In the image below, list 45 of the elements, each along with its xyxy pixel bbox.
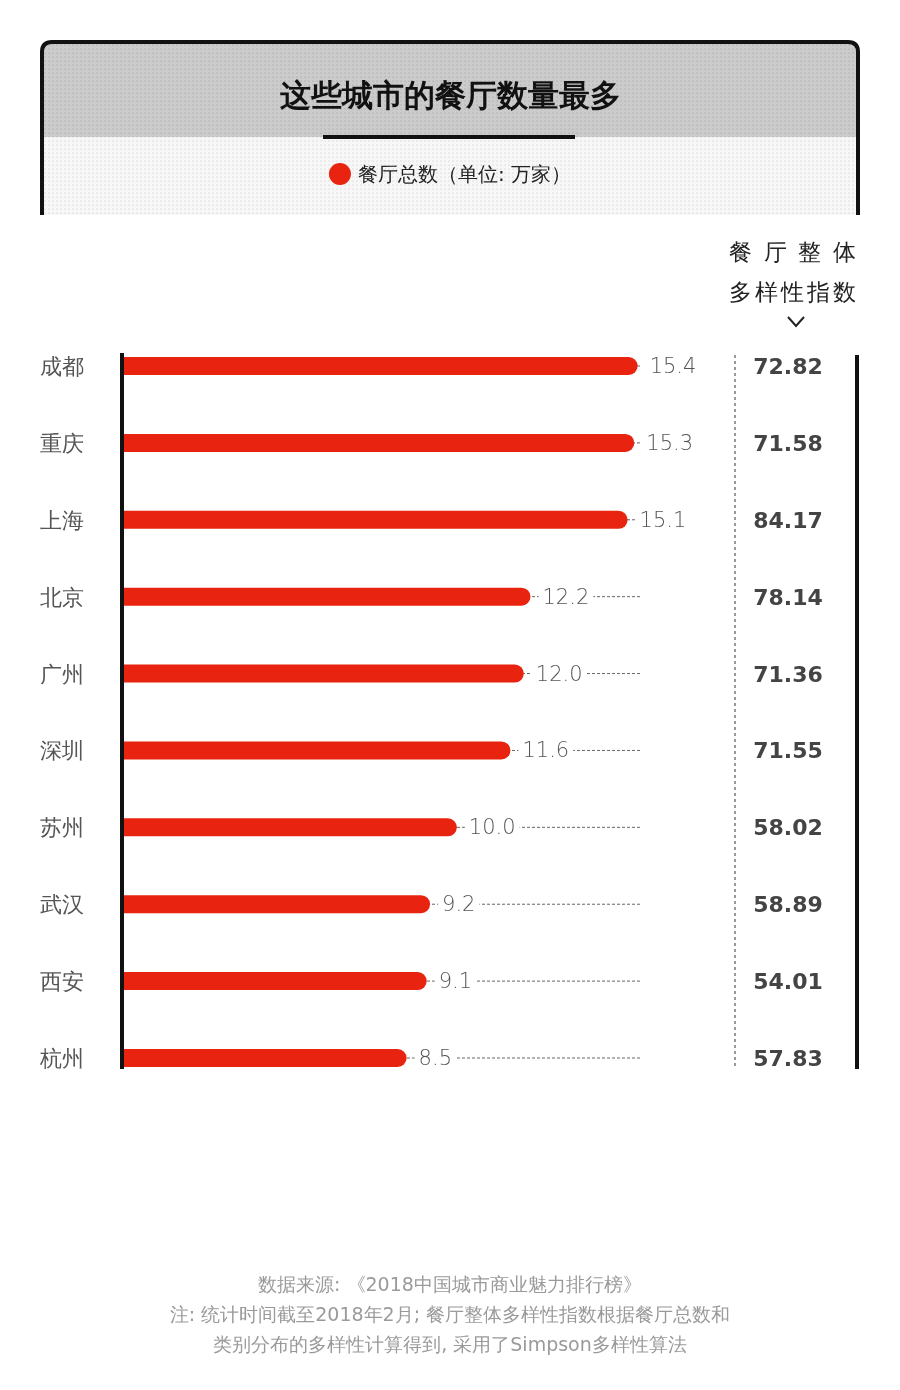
data-label: 12.2 [542, 584, 590, 609]
data-label: 10.0 [468, 815, 516, 840]
text: 57.83 [753, 1046, 823, 1071]
bar [122, 357, 638, 375]
bar [122, 895, 431, 914]
y-tick-label: 苏州 [40, 815, 84, 841]
data-label: 15.4 [649, 354, 697, 378]
chart-title: 这些城市的餐厅数量最多 [279, 77, 621, 113]
data-label: 11.6 [522, 738, 570, 763]
y-tick-label: 广州 [40, 661, 84, 687]
bar [122, 818, 457, 837]
data-label: 15.3 [646, 430, 694, 455]
y-tick-label: 西安 [40, 969, 84, 995]
y-tick-label: 杭州 [39, 1046, 84, 1071]
bar [122, 510, 628, 529]
bar [122, 741, 511, 760]
text: 71.36 [753, 661, 823, 687]
text: 58.02 [753, 815, 823, 841]
legend-label: 餐厅总数（单位: 万家） [357, 162, 572, 186]
y-tick-label: 武汉 [40, 892, 84, 918]
y-tick-label: 深圳 [40, 738, 84, 764]
bar [122, 433, 635, 452]
data-label: 9.1 [438, 969, 473, 994]
text: 71.58 [753, 430, 823, 456]
text: 餐厅整体多样性指数 [729, 239, 856, 305]
text: 71.55 [753, 738, 823, 764]
bar [122, 664, 524, 683]
source-note: 数据来源: 《2018中国城市商业魅力排行榜》 [258, 1273, 642, 1295]
data-label: 8.5 [418, 1046, 453, 1070]
data-label: 9.2 [442, 892, 476, 917]
bar [122, 972, 427, 991]
text: 72.82 [753, 354, 823, 379]
text: 54.01 [753, 969, 823, 995]
bar [122, 587, 531, 606]
data-label: 15.1 [639, 507, 687, 532]
y-tick-label: 上海 [40, 507, 84, 533]
text: 注: 统计时间截至2018年2月; 餐厅整体多样性指数根据餐厅总数和类别分布的多样性计算得到, 采用了Simpson多样性算法 [169, 1303, 731, 1355]
data-label: 12.0 [535, 661, 583, 686]
text: 78.14 [753, 584, 823, 610]
y-tick-label: 重庆 [40, 430, 84, 456]
y-tick-label: 成都 [40, 354, 84, 379]
text: 84.17 [753, 507, 823, 533]
y-tick-label: 北京 [40, 584, 84, 610]
text: 58.89 [753, 892, 823, 918]
bar [122, 1049, 407, 1067]
